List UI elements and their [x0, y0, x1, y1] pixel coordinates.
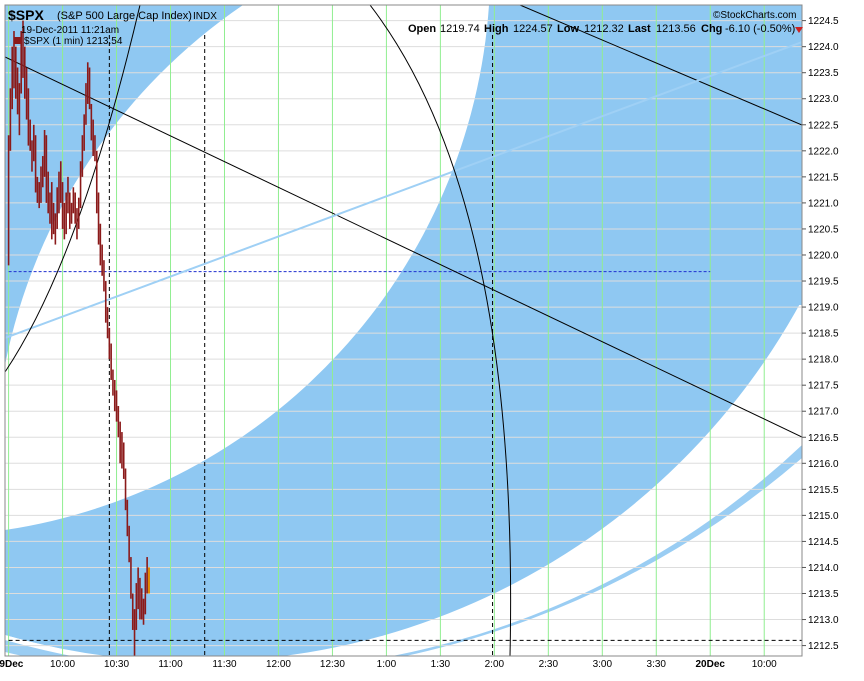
- last-value: 1213.56: [656, 23, 696, 35]
- y-tick-label: 1219.0: [808, 303, 839, 314]
- x-tick-label: 3:00: [593, 659, 613, 670]
- y-tick-label: 1218.0: [808, 355, 839, 366]
- trend-line-ascending: [5, 41, 802, 339]
- y-axis: 1212.5 1213.0 1213.5 1214.0 1214.5 1215.0 1215…: [802, 16, 839, 652]
- y-tick-label: 1223.5: [808, 68, 839, 79]
- x-tick-label: 10:30: [104, 659, 129, 670]
- y-tick-label: 1223.0: [808, 94, 839, 105]
- open-value: 1219.74: [440, 23, 480, 35]
- x-tick-label: 10:00: [752, 659, 777, 670]
- x-tick-label: 20Dec: [696, 659, 726, 670]
- x-tick-label: 2:00: [485, 659, 505, 670]
- trend-line-upper: [519, 5, 802, 126]
- y-tick-label: 1222.0: [808, 146, 839, 157]
- brand-logo: ©StockCharts.com: [713, 10, 797, 21]
- y-tick-label: 1215.5: [808, 485, 839, 496]
- exchange: INDX: [193, 11, 217, 22]
- low-value: 1212.32: [584, 23, 624, 35]
- y-tick-label: 1216.5: [808, 433, 839, 444]
- trend-line-descending: [5, 56, 802, 438]
- y-tick-label: 1214.5: [808, 537, 839, 548]
- open-label: Open: [408, 23, 436, 35]
- x-tick-label: 19Dec: [0, 659, 24, 670]
- x-tick-label: 2:30: [539, 659, 559, 670]
- y-tick-label: 1213.0: [808, 615, 839, 626]
- arc-line-right: [369, 5, 512, 656]
- y-tick-label: 1217.5: [808, 381, 839, 392]
- datetime: 19-Dec-2011 11:21am: [21, 25, 119, 36]
- y-tick-label: 1222.5: [808, 120, 839, 131]
- y-tick-label: 1224.0: [808, 42, 839, 53]
- y-tick-label: 1218.5: [808, 329, 839, 340]
- y-tick-label: 1220.5: [808, 224, 839, 235]
- plot-area: [5, 5, 802, 656]
- y-tick-label: 1221.0: [808, 198, 839, 209]
- y-tick-label: 1216.0: [808, 459, 839, 470]
- series-label: $SPX (1 min) 1213.54: [24, 36, 123, 47]
- x-tick-label: 12:30: [320, 659, 345, 670]
- symbol: $SPX: [8, 7, 44, 23]
- x-tick-label: 11:00: [158, 659, 183, 670]
- y-tick-label: 1219.5: [808, 277, 839, 288]
- y-tick-label: 1217.0: [808, 407, 839, 418]
- x-tick-label: 1:30: [431, 659, 451, 670]
- arc-band-outer: [5, 5, 243, 365]
- price-bars: [7, 20, 150, 656]
- down-arrow-icon: [795, 27, 803, 33]
- y-tick-label: 1221.5: [808, 172, 839, 183]
- y-tick-label: 1220.0: [808, 250, 839, 261]
- x-tick-label: 12:00: [266, 659, 291, 670]
- last-label: Last: [628, 23, 651, 35]
- x-tick-label: 3:30: [647, 659, 667, 670]
- low-label: Low: [557, 23, 579, 35]
- y-tick-label: 1212.5: [808, 641, 839, 652]
- chart-header: $SPX (S&P 500 Large Cap Index) INDX 19-D…: [8, 7, 803, 47]
- y-tick-label: 1215.0: [808, 511, 839, 522]
- chg-value: -6.10 (-0.50%): [725, 23, 795, 35]
- series-legend-swatch: [14, 37, 21, 44]
- y-tick-label: 1213.5: [808, 589, 839, 600]
- x-tick-label: 1:00: [377, 659, 397, 670]
- chg-label: Chg: [701, 23, 722, 35]
- plot-frame: [4, 4, 803, 657]
- x-tick-label: 11:30: [212, 659, 237, 670]
- y-tick-label: 1214.0: [808, 563, 839, 574]
- high-value: 1224.57: [513, 23, 553, 35]
- y-tick-label: 1224.5: [808, 16, 839, 27]
- x-axis: 19Dec 10:00 10:30 11:00 11:30 12:00 12:30 1:00 1…: [0, 659, 777, 670]
- arc-band-right: [530, 5, 802, 305]
- x-tick-label: 10:00: [50, 659, 75, 670]
- high-label: High: [484, 23, 509, 35]
- index-name: (S&P 500 Large Cap Index): [57, 10, 192, 22]
